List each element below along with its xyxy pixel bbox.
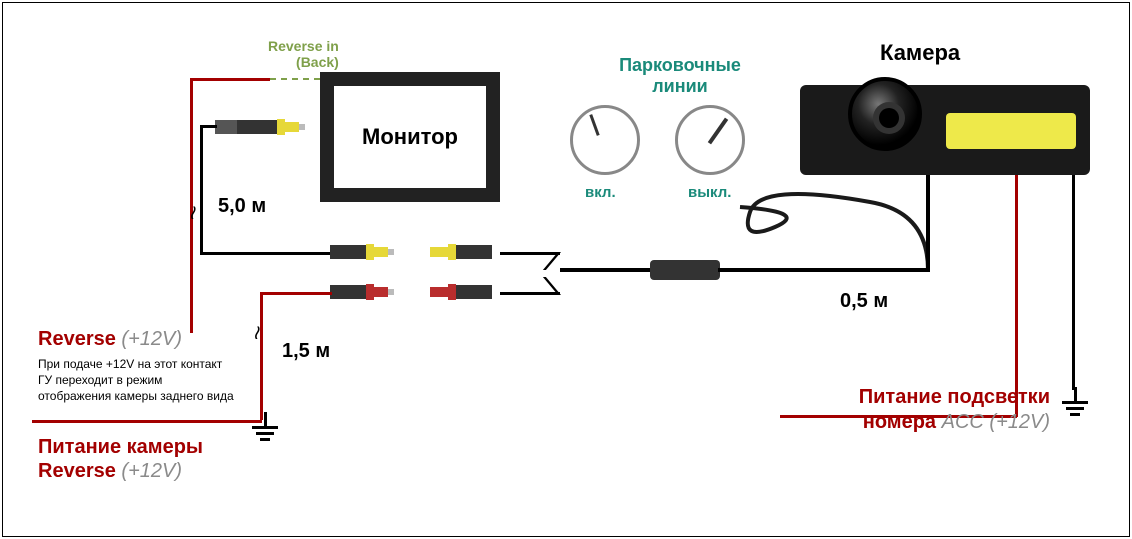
note: При подаче +12V на этот контакт ГУ перех…: [38, 356, 234, 405]
wire-merged: [560, 268, 655, 272]
note-l2: ГУ переходит в режим: [38, 372, 234, 388]
cam-power-1: Питание камеры: [38, 435, 203, 459]
len-1-5m: 1,5 м: [282, 340, 330, 363]
camera-lens-icon: [848, 77, 922, 151]
back-text: (Back): [268, 54, 339, 70]
cam-power-reverse: Reverse: [38, 460, 116, 482]
monitor: Монитор: [320, 72, 500, 202]
on-label: вкл.: [585, 184, 616, 201]
len-0-5m: 0,5 м: [840, 290, 888, 313]
cable-splice: [650, 260, 720, 280]
knob-off: [675, 105, 745, 175]
rca-yellow-female: [430, 243, 492, 261]
plus12v-text: (+12V): [121, 328, 182, 350]
reverse-in-label: Reverse in (Back): [268, 38, 339, 70]
rca-yellow-to-monitor: [215, 118, 315, 136]
monitor-label: Монитор: [362, 124, 458, 150]
rca-yellow-male: [330, 243, 394, 261]
light-power-nomera: номера: [863, 411, 936, 433]
wire-red-left: [260, 292, 332, 295]
reverse-text: Reverse: [38, 328, 116, 350]
len-5m: 5,0 м: [218, 195, 266, 218]
light-power-1: Питание подсветки: [780, 385, 1050, 410]
wire-campower-h: [32, 420, 262, 423]
light-power-2: номера ACC (+12V): [780, 410, 1050, 435]
reverse-in-wire: [270, 78, 320, 80]
camera-label: Камера: [880, 40, 960, 66]
wire-ground-right-v: [1072, 175, 1075, 390]
break-1-5m: ≀: [252, 320, 268, 340]
wire-red-left-v: [260, 292, 263, 420]
wire-reverse-top: [190, 78, 270, 81]
rca-red-female: [430, 283, 492, 301]
wire-merge-y: [500, 252, 560, 255]
cam-power-12v: (+12V): [121, 460, 182, 482]
ground-right: [1062, 387, 1088, 416]
camera-unit: [800, 85, 1090, 175]
wire-merge-r: [500, 292, 560, 295]
note-l1: При подаче +12V на этот контакт: [38, 356, 234, 372]
knob-on: [570, 105, 640, 175]
camera-power-label: Питание камеры Reverse (+12V): [38, 435, 203, 483]
acc-text: ACC (+12V): [942, 411, 1050, 433]
reverse-12v-label: Reverse (+12V): [38, 328, 182, 351]
parking-lines-label: Парковочные линии: [580, 55, 780, 97]
note-l3: отображения камеры заднего вида: [38, 388, 234, 404]
rca-red-male: [330, 283, 394, 301]
wire-camera-v: [926, 175, 930, 272]
license-plate-light: [946, 113, 1076, 149]
cam-power-2: Reverse (+12V): [38, 459, 203, 483]
wire-left-v2: [200, 252, 203, 255]
light-power-label: Питание подсветки номера ACC (+12V): [780, 385, 1050, 435]
reverse-in-text: Reverse in: [268, 38, 339, 54]
wire-monitor-v2: [200, 125, 203, 255]
wire-monitor-vert: [203, 125, 217, 128]
wire-plate-v: [1015, 175, 1018, 417]
ground-left: [252, 412, 278, 441]
wire-left-horz: [200, 252, 332, 255]
wire-curl-to-camera: [720, 172, 950, 272]
break-5m: ≀: [188, 200, 204, 220]
